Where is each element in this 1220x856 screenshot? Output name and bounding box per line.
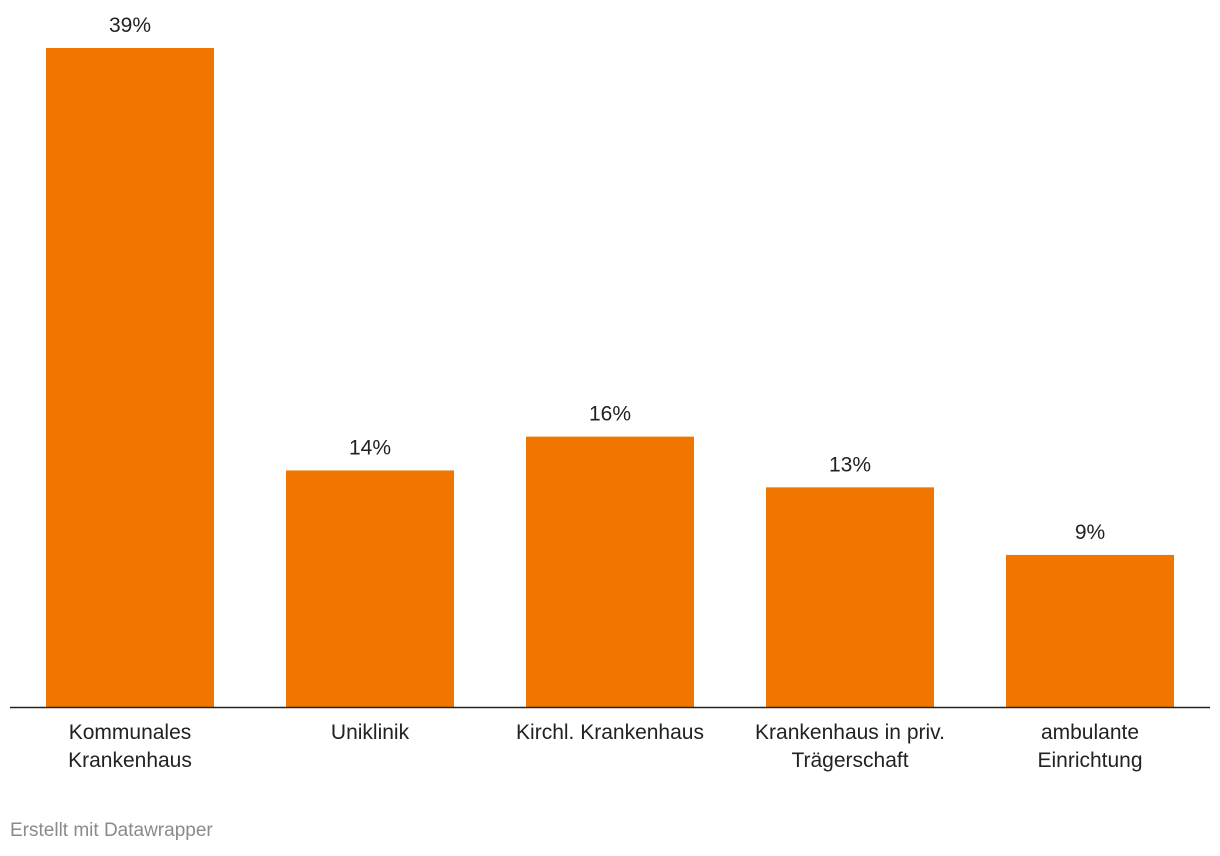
category-label-line: Einrichtung — [1037, 749, 1142, 772]
category-label-line: Trägerschaft — [791, 749, 908, 772]
bar-2 — [526, 436, 694, 707]
bars-group — [46, 48, 1174, 707]
value-label-2: 16% — [589, 403, 631, 426]
category-label-1: Uniklinik — [331, 721, 410, 744]
category-label-2: Kirchl. Krankenhaus — [516, 721, 704, 744]
category-label-line: Krankenhaus in priv. — [755, 721, 945, 744]
value-label-0: 39% — [109, 14, 151, 37]
value-label-1: 14% — [349, 436, 391, 459]
category-label-line: Krankenhaus — [68, 749, 192, 772]
bar-0 — [46, 48, 214, 707]
category-label-line: Uniklinik — [331, 721, 410, 744]
category-label-0: Kommunales Krankenhaus — [68, 721, 192, 772]
bar-4 — [1006, 554, 1174, 707]
category-label-4: ambulante Einrichtung — [1037, 721, 1142, 772]
value-labels-group: 39% 14% 16% 13% 9% — [109, 14, 1105, 544]
value-label-3: 13% — [829, 453, 871, 476]
category-label-line: Kirchl. Krankenhaus — [516, 721, 704, 744]
category-label-line: Kommunales — [69, 721, 192, 744]
footer-credit: Erstellt mit Datawrapper — [10, 820, 213, 841]
category-labels-group: Kommunales Krankenhaus Uniklinik Kirchl. Kr… — [68, 721, 1142, 772]
bar-1 — [286, 470, 454, 707]
category-label-line: ambulante — [1041, 721, 1139, 744]
value-label-4: 9% — [1075, 521, 1105, 544]
category-label-3: Krankenhaus in priv. Trägerschaft — [755, 721, 945, 772]
bar-3 — [766, 487, 934, 707]
